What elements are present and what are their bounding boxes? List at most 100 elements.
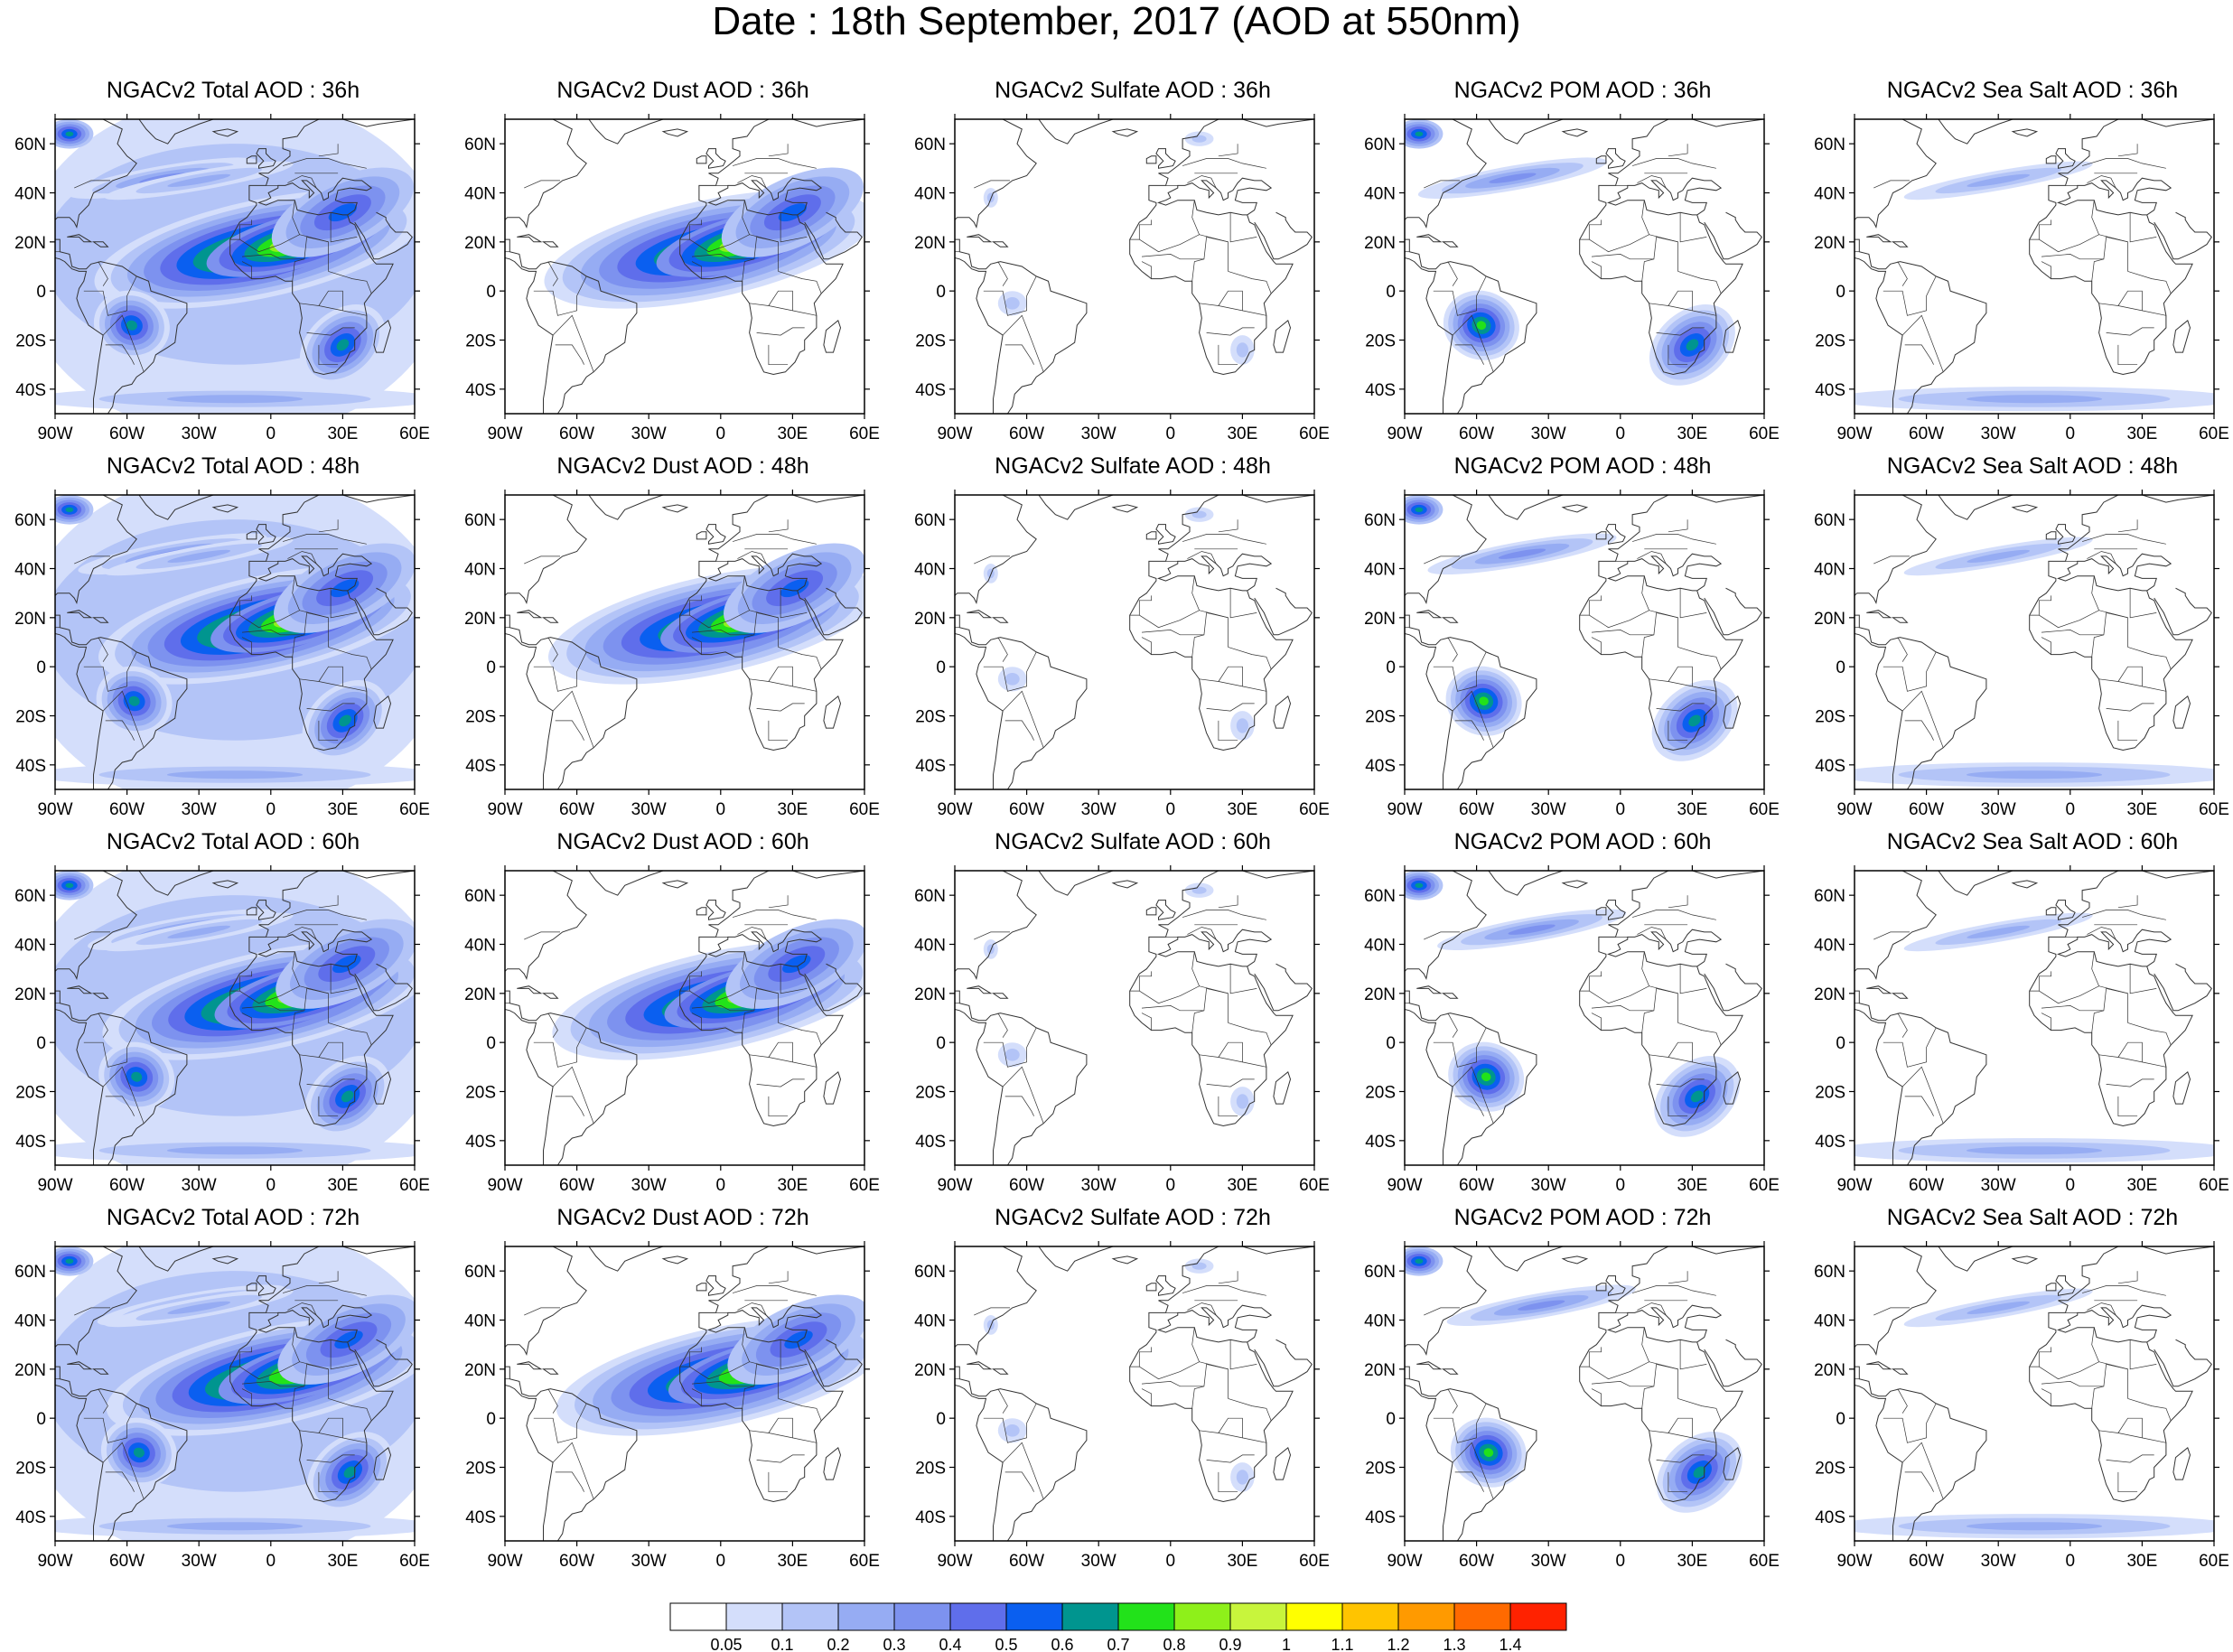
aod-field [505,1246,864,1541]
panel-title: NGACv2 Total AOD : 36h [106,78,360,103]
coastlines [955,1246,1314,1541]
aod-contour [1236,1470,1248,1485]
aod-contour [1693,1466,1706,1479]
lon-tick-label: 0 [1616,1176,1626,1195]
lon-tick-label: 0 [716,1552,726,1571]
lon-tick-label: 30W [1531,425,1566,443]
map-frame [504,494,865,790]
lon-tick-label: 60E [399,800,430,819]
coastlines [1855,119,2214,414]
map-panel: NGACv2 Total AOD : 48h 90W 60W 30W 0 30E 60E 60… [4,453,455,828]
aod-contour [1483,1448,1494,1458]
aod-field [505,871,864,1165]
map-frame [1854,1246,2215,1542]
aod-contour [1415,882,1424,888]
aod-contour [126,320,137,331]
map-frame [1404,494,1765,790]
aod-contour [1004,673,1020,686]
lat-tick-label: 40N [914,937,946,956]
lon-tick-label: 60W [1459,425,1494,443]
lon-tick-label: 90W [37,425,72,443]
lon-tick-label: 90W [487,425,522,443]
map-frame [504,870,865,1166]
map-panel: NGACv2 Dust AOD : 72h 90W 60W 30W 0 30E 60E 60N… [453,1205,905,1580]
lat-tick-label: 40S [915,1508,946,1527]
lon-tick-label: 30W [631,1552,667,1571]
lon-tick-label: 90W [487,1176,522,1195]
map-panel: NGACv2 Sea Salt AOD : 48h 90W 60W 30W 0 30E 60… [1803,453,2233,828]
panel-title: NGACv2 Dust AOD : 72h [556,1205,809,1230]
map-frame [954,870,1315,1166]
lon-tick-label: 0 [266,1552,276,1571]
lat-tick-label: 20S [915,1460,946,1479]
lon-tick-label: 30E [1677,1552,1707,1571]
lat-tick-label: 60N [1814,135,1845,154]
lat-tick-label: 40N [14,937,46,956]
map-panel: NGACv2 Sulfate AOD : 36h 90W 60W 30W 0 30E 60E… [903,78,1355,453]
aod-contour [332,955,361,974]
lon-tick-label: 30E [1227,1176,1257,1195]
aod-contour [167,925,231,938]
lon-tick-label: 90W [937,1176,972,1195]
lat-tick-label: 60N [1364,511,1396,530]
aod-contour [1004,1049,1020,1061]
aod-field [55,119,415,414]
map-frame [54,1246,416,1542]
panel-title: NGACv2 Total AOD : 60h [106,829,360,854]
map-frame [1854,870,2215,1166]
aod-field [1855,495,2214,789]
map-panel: NGACv2 Sea Salt AOD : 36h 90W 60W 30W 0 30E 60… [1803,78,2233,453]
aod-contour [131,1071,143,1082]
aod-contour [1479,696,1489,706]
aod-contour [1481,1072,1491,1082]
aod-contour [1967,1301,2031,1314]
lon-tick-label: 60W [559,1552,594,1571]
lat-tick-label: 20S [1365,708,1396,727]
lon-tick-label: 30W [631,425,667,443]
coastlines [955,119,1314,414]
coastlines [1855,1246,2214,1541]
lat-tick-label: 0 [36,658,46,677]
map-frame [1404,118,1765,415]
aod-field [1405,495,1764,789]
map-panel: NGACv2 POM AOD : 48h 90W 60W 30W 0 30E 60E 60N 4… [1353,453,1805,828]
lat-tick-label: 40N [1814,561,1845,580]
lat-tick-label: 20N [14,234,46,253]
aod-contour [336,339,350,351]
lon-tick-label: 30W [1981,800,2016,819]
map-plot: 90W 60W 30W 0 30E 60E 60N 40N 20N 0 20S 40S [1814,490,2229,819]
lat-tick-label: 20S [915,332,946,351]
lon-tick-label: 60W [109,1552,145,1571]
aod-contour [65,131,74,136]
aod-contour [65,882,74,888]
lon-tick-label: 60W [1909,1552,1944,1571]
lon-tick-label: 60E [1299,425,1330,443]
aod-contour [167,173,231,187]
lon-tick-label: 30E [777,425,808,443]
aod-contour [1686,339,1699,351]
lat-tick-label: 20S [915,708,946,727]
lon-tick-label: 30E [1227,425,1257,443]
map-plot: 90W 60W 30W 0 30E 60E 60N 40N 20N 0 20S 40S [464,490,880,819]
lat-tick-label: 60N [1814,511,1845,530]
lon-tick-label: 90W [1387,425,1422,443]
lat-tick-label: 20S [1815,1084,1845,1103]
lat-tick-label: 40S [15,381,46,400]
aod-contour [65,1258,74,1264]
lon-tick-label: 30W [1981,1552,2016,1571]
lon-tick-label: 30W [182,425,217,443]
map-plot: 90W 60W 30W 0 30E 60E 60N 40N 20N 0 20S 40S [1364,865,1780,1195]
coastlines [505,1246,864,1541]
aod-contour [341,1090,354,1103]
lon-tick-label: 30E [2126,1176,2157,1195]
map-plot: 90W 60W 30W 0 30E 60E 60N 40N 20N 0 20S 40S [464,1241,880,1571]
lat-tick-label: 20N [464,234,496,253]
aod-contour [1476,321,1487,331]
aod-contour [986,1320,995,1330]
lon-tick-label: 30W [1081,800,1116,819]
map-panel: NGACv2 Total AOD : 72h 90W 60W 30W 0 30E 60E 60… [4,1205,455,1580]
aod-field [955,871,1314,1165]
aod-contour [339,714,351,727]
lat-tick-label: 40N [14,561,46,580]
map-plot: 90W 60W 30W 0 30E 60E 60N 40N 20N 0 20S 40S [464,865,880,1195]
